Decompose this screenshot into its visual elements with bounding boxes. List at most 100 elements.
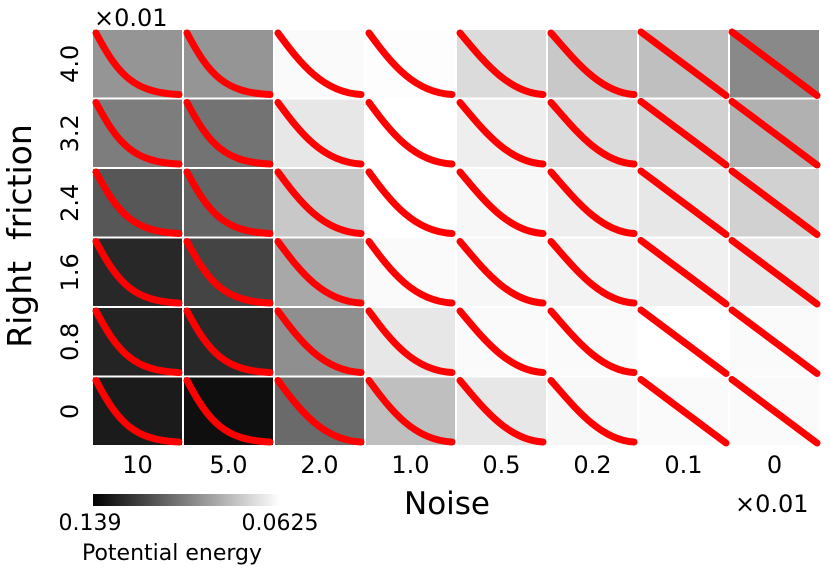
heatmap-cell [366, 377, 455, 445]
heatmap-cell [457, 30, 546, 98]
cell-shading [457, 30, 546, 98]
trajectory-curve [92, 307, 183, 376]
heatmap-cell [366, 99, 455, 167]
curve-overlays [92, 28, 821, 447]
heatmap-cell [366, 308, 455, 376]
trajectory-curve [456, 238, 547, 307]
trajectory-curve [365, 99, 456, 168]
trajectory-curve [183, 168, 274, 237]
trajectory-curve [547, 307, 638, 376]
heatmap-cell [275, 99, 364, 167]
cell-shading [275, 238, 364, 306]
trajectory-curve [728, 306, 821, 377]
trajectory-curve [92, 99, 183, 168]
colorbar-min-label: 0.139 [59, 511, 122, 536]
heatmap-cell [366, 169, 455, 237]
y-tick-label: 3.2 [56, 114, 84, 152]
x-tick-label: 1.0 [391, 451, 429, 479]
trajectory-curve [637, 28, 730, 99]
trajectory-curve [728, 237, 821, 308]
x-axis-label: Noise [404, 486, 490, 522]
trajectory-curve [365, 377, 456, 446]
cell-shading [366, 169, 455, 237]
x-tick-label: 10 [122, 451, 153, 479]
cell-shading [275, 308, 364, 376]
trajectory-curve [637, 237, 730, 308]
trajectory-curve [547, 99, 638, 168]
trajectory-curve [183, 377, 274, 446]
trajectory-curve [728, 167, 821, 238]
cell-shading [366, 377, 455, 445]
trajectory-curve [547, 29, 638, 98]
cell-shading [457, 238, 546, 306]
colorbar-max-label: 0.0625 [242, 511, 319, 536]
cell-shading [275, 99, 364, 167]
trajectory-curve [92, 29, 183, 98]
trajectory-curve [92, 238, 183, 307]
cell-shading [275, 30, 364, 98]
trajectory-curve [547, 377, 638, 446]
trajectory-curve [92, 168, 183, 237]
colorbar-title: Potential energy [82, 541, 262, 566]
trajectory-curve [183, 99, 274, 168]
x-tick-label: 5.0 [209, 451, 247, 479]
trajectory-curve [456, 99, 547, 168]
cell-shading [366, 30, 455, 98]
y-tick-label: 1.6 [56, 253, 84, 291]
x-tick-label: 2.0 [300, 451, 338, 479]
cell-shading [275, 169, 364, 237]
heatmap-cell [366, 238, 455, 306]
colorbar [93, 494, 280, 506]
heatmap-cells [93, 30, 819, 445]
trajectory-curve [728, 98, 821, 169]
y-tick-labels: 4.0 3.2 2.4 1.6 0.8 0 [56, 45, 84, 419]
cell-shading [366, 238, 455, 306]
x-tick-labels: 10 5.0 2.0 1.0 0.5 0.2 0.1 0 [122, 451, 782, 479]
y-tick-label: 0 [56, 404, 84, 419]
trajectory-curve [183, 29, 274, 98]
x-tick-label: 0.1 [664, 451, 702, 479]
trajectory-curve [637, 376, 730, 447]
cell-shading [366, 308, 455, 376]
trajectory-curve [274, 99, 365, 168]
cell-shading [457, 169, 546, 237]
trajectory-curve [637, 98, 730, 169]
cell-shading [457, 99, 546, 167]
x-tick-label: 0.5 [482, 451, 520, 479]
cell-shading [366, 99, 455, 167]
heatmap-cell [275, 238, 364, 306]
heatmap-cell [457, 169, 546, 237]
heatmap-cell [457, 238, 546, 306]
trajectory-curve [456, 377, 547, 446]
trajectory-curve [274, 29, 365, 98]
x-multiplier: ×0.01 [735, 490, 809, 518]
trajectory-curve [547, 168, 638, 237]
heatmap-cell [457, 377, 546, 445]
trajectory-curve [728, 28, 821, 99]
trajectory-curve [92, 377, 183, 446]
heatmap-cell [275, 308, 364, 376]
trajectory-curve [637, 167, 730, 238]
trajectory-curve [274, 377, 365, 446]
cell-shading [457, 377, 546, 445]
trajectory-curve [637, 306, 730, 377]
trajectory-curve [456, 307, 547, 376]
heatmap-cell [366, 30, 455, 98]
y-tick-label: 4.0 [56, 45, 84, 83]
heatmap-cell [275, 30, 364, 98]
heatmap-cell [275, 377, 364, 445]
trajectory-curve [274, 168, 365, 237]
trajectory-curve [547, 238, 638, 307]
trajectory-curve [456, 29, 547, 98]
trajectory-curve [456, 168, 547, 237]
x-tick-label: 0.2 [573, 451, 611, 479]
trajectory-curve [728, 376, 821, 447]
trajectory-curve [365, 238, 456, 307]
trajectory-curve [274, 238, 365, 307]
y-multiplier: ×0.01 [94, 4, 168, 32]
cell-shading [275, 377, 364, 445]
heatmap-cell [457, 308, 546, 376]
x-tick-label: 0 [767, 451, 782, 479]
y-tick-label: 2.4 [56, 184, 84, 222]
trajectory-curve [365, 29, 456, 98]
